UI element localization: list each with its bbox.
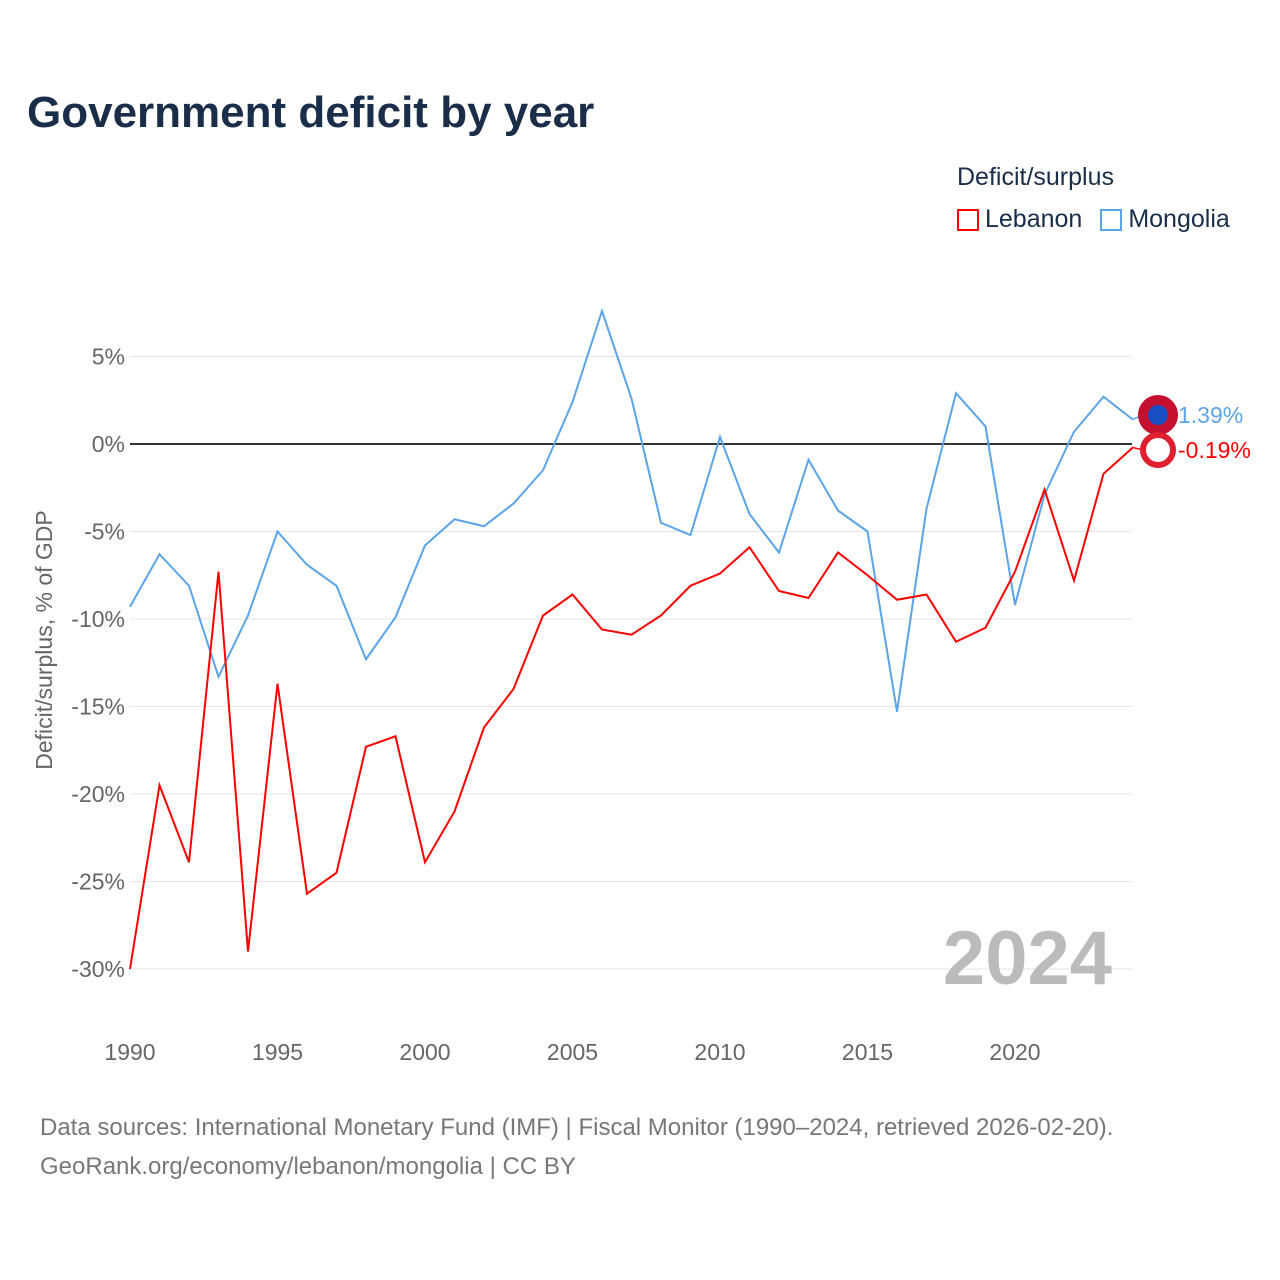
x-tick-label: 2000 <box>399 1039 450 1065</box>
data-source: Data sources: International Monetary Fun… <box>40 1114 1114 1141</box>
y-tick-label: -10% <box>71 606 125 632</box>
legend-title: Deficit/surplus <box>957 163 1114 191</box>
y-tick-label: -15% <box>71 694 125 720</box>
series-line-lebanon <box>129 446 1134 970</box>
y-tick-label: 5% <box>92 344 125 370</box>
footer: Data sources: International Monetary Fun… <box>40 1108 1113 1186</box>
y-tick-label: -25% <box>71 869 125 895</box>
series-line-mongolia <box>129 307 1134 712</box>
end-value-label: 1.39% <box>1178 402 1243 428</box>
legend-label: Mongolia <box>1128 205 1230 233</box>
y-tick-label: -5% <box>84 519 125 545</box>
chart-title: Government deficit by year <box>27 88 595 137</box>
y-tick-label: 0% <box>92 431 125 457</box>
y-axis-label: Deficit/surplus, % of GDP <box>31 510 57 769</box>
x-tick-label: 2010 <box>694 1039 745 1065</box>
end-value-label: -0.19% <box>1178 437 1251 463</box>
year-watermark: 2024 <box>943 916 1112 1001</box>
x-tick-label: 2020 <box>989 1039 1040 1065</box>
x-tick-label: 2005 <box>547 1039 598 1065</box>
x-tick-label: 1995 <box>252 1039 303 1065</box>
legend-swatch <box>1100 208 1123 231</box>
flag-lebanon-icon <box>1140 432 1176 468</box>
legend-item-lebanon[interactable]: Lebanon <box>957 205 1082 234</box>
legend-swatch <box>957 208 979 231</box>
x-tick-label: 1990 <box>104 1039 155 1065</box>
legend: Lebanon Mongolia <box>957 205 1230 234</box>
y-tick-label: -30% <box>71 956 125 982</box>
flag-mongolia-icon <box>1138 395 1178 435</box>
attribution-link[interactable]: GeoRank.org/economy/lebanon/mongolia | C… <box>40 1153 576 1180</box>
legend-label: Lebanon <box>985 205 1083 233</box>
x-tick-label: 2015 <box>842 1039 893 1065</box>
legend-item-mongolia[interactable]: Mongolia <box>1100 205 1230 234</box>
y-tick-label: -20% <box>71 781 125 807</box>
